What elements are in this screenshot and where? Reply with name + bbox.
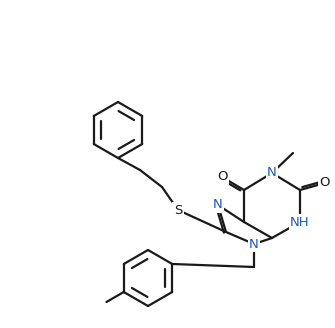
Text: O: O (320, 176, 330, 190)
Text: N: N (249, 237, 259, 251)
Text: S: S (174, 203, 182, 216)
Text: NH: NH (290, 215, 310, 229)
Text: N: N (267, 167, 277, 179)
Text: O: O (217, 171, 227, 183)
Text: N: N (213, 198, 223, 212)
